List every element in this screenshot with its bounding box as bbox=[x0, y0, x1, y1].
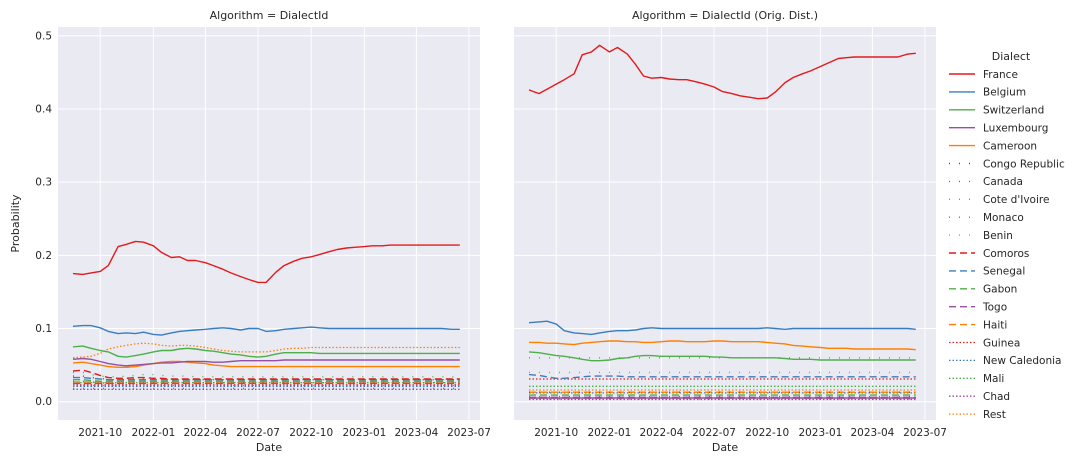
series-line-luxembourg bbox=[72, 357, 460, 367]
x-tick-label: 2023-01 bbox=[342, 427, 386, 439]
legend-label-gabon: Gabon bbox=[983, 284, 1017, 296]
y-tick-label: 0.0 bbox=[35, 396, 52, 408]
series-line-switzerland bbox=[528, 351, 916, 362]
x-tick-label: 2021-10 bbox=[78, 427, 122, 439]
series-line-comoros bbox=[72, 369, 460, 380]
series-line-rest bbox=[72, 342, 460, 359]
legend-label-togo: Togo bbox=[982, 302, 1007, 314]
x-tick-label: 2023-04 bbox=[850, 427, 894, 439]
x-tick-label: 2023-04 bbox=[394, 427, 438, 439]
x-tick-label: 2022-01 bbox=[587, 427, 631, 439]
series-line-cameroon bbox=[529, 340, 916, 351]
legend: Dialect France Belgium Switzerland Luxembour… bbox=[949, 50, 1065, 421]
series-line-france bbox=[528, 44, 916, 100]
legend-label-chad: Chad bbox=[983, 391, 1010, 403]
plot-area bbox=[58, 27, 480, 420]
series-line-belgium bbox=[72, 324, 460, 336]
x-axis-label: Date bbox=[712, 441, 739, 454]
legend-label-senegal: Senegal bbox=[983, 266, 1025, 278]
x-tick-label: 2022-04 bbox=[639, 427, 683, 439]
y-tick-label: 0.2 bbox=[35, 250, 52, 262]
legend-label-comoros: Comoros bbox=[983, 248, 1029, 260]
legend-label-luxembourg: Luxembourg bbox=[983, 123, 1048, 135]
series-line-gabon bbox=[73, 379, 460, 382]
panel-dialectid-orig-dist: 2021-10 2022-01 2022-04 2022-07 2022-10 2023-… bbox=[514, 9, 947, 454]
series-line-senegal bbox=[73, 376, 460, 381]
legend-label-belgium: Belgium bbox=[983, 87, 1026, 99]
x-tick-label: 2022-01 bbox=[131, 427, 175, 439]
legend-label-guinea: Guinea bbox=[983, 337, 1020, 349]
legend-label-benin: Benin bbox=[983, 230, 1013, 242]
legend-label-france: France bbox=[983, 69, 1018, 81]
legend-label-switzerland: Switzerland bbox=[983, 105, 1044, 117]
legend-title: Dialect bbox=[992, 50, 1031, 63]
x-tick-label: 2022-07 bbox=[692, 427, 736, 439]
x-tick-label: 2023-01 bbox=[798, 427, 842, 439]
y-tick-label: 0.3 bbox=[35, 177, 52, 189]
legend-label-canada: Canada bbox=[983, 176, 1023, 188]
legend-label-rest: Rest bbox=[983, 409, 1006, 421]
legend-label-congo-republic: Congo Republic bbox=[983, 158, 1065, 170]
y-tick-label: 0.1 bbox=[35, 323, 52, 335]
legend-label-new-caledonia: New Caledonia bbox=[983, 355, 1061, 367]
x-tick-label: 2023-07 bbox=[447, 427, 491, 439]
x-axis-label: Date bbox=[256, 441, 283, 454]
y-tick-label: 0.4 bbox=[35, 103, 52, 115]
series-line-switzerland bbox=[72, 345, 460, 358]
y-tick-label: 0.5 bbox=[35, 30, 52, 42]
x-tick-label: 2022-10 bbox=[289, 427, 333, 439]
series-line-belgium bbox=[528, 320, 916, 336]
panel-title: Algorithm = DialectId (Orig. Dist.) bbox=[632, 9, 818, 22]
legend-label-haiti: Haiti bbox=[983, 319, 1007, 331]
panel-dialectid: 0.0 0.1 0.2 0.3 0.4 0.5 2021-10 2022-01 2022-04 2… bbox=[9, 9, 491, 454]
panel-title: Algorithm = DialectId bbox=[210, 9, 329, 22]
x-tick-label: 2022-07 bbox=[236, 427, 280, 439]
x-tick-label: 2022-04 bbox=[183, 427, 227, 439]
legend-label-monaco: Monaco bbox=[983, 212, 1024, 224]
x-tick-label: 2021-10 bbox=[534, 427, 578, 439]
x-tick-label: 2022-10 bbox=[745, 427, 789, 439]
legend-label-cameroon: Cameroon bbox=[983, 140, 1037, 152]
series-line-senegal bbox=[528, 373, 916, 379]
series-line-cameroon bbox=[72, 360, 460, 368]
x-tick-label: 2023-07 bbox=[903, 427, 947, 439]
series-line-france bbox=[72, 240, 460, 284]
legend-label-mali: Mali bbox=[983, 373, 1004, 385]
y-axis-label: Probability bbox=[9, 194, 22, 253]
legend-label-cote-d-ivoire: Cote d'Ivoire bbox=[983, 194, 1049, 206]
